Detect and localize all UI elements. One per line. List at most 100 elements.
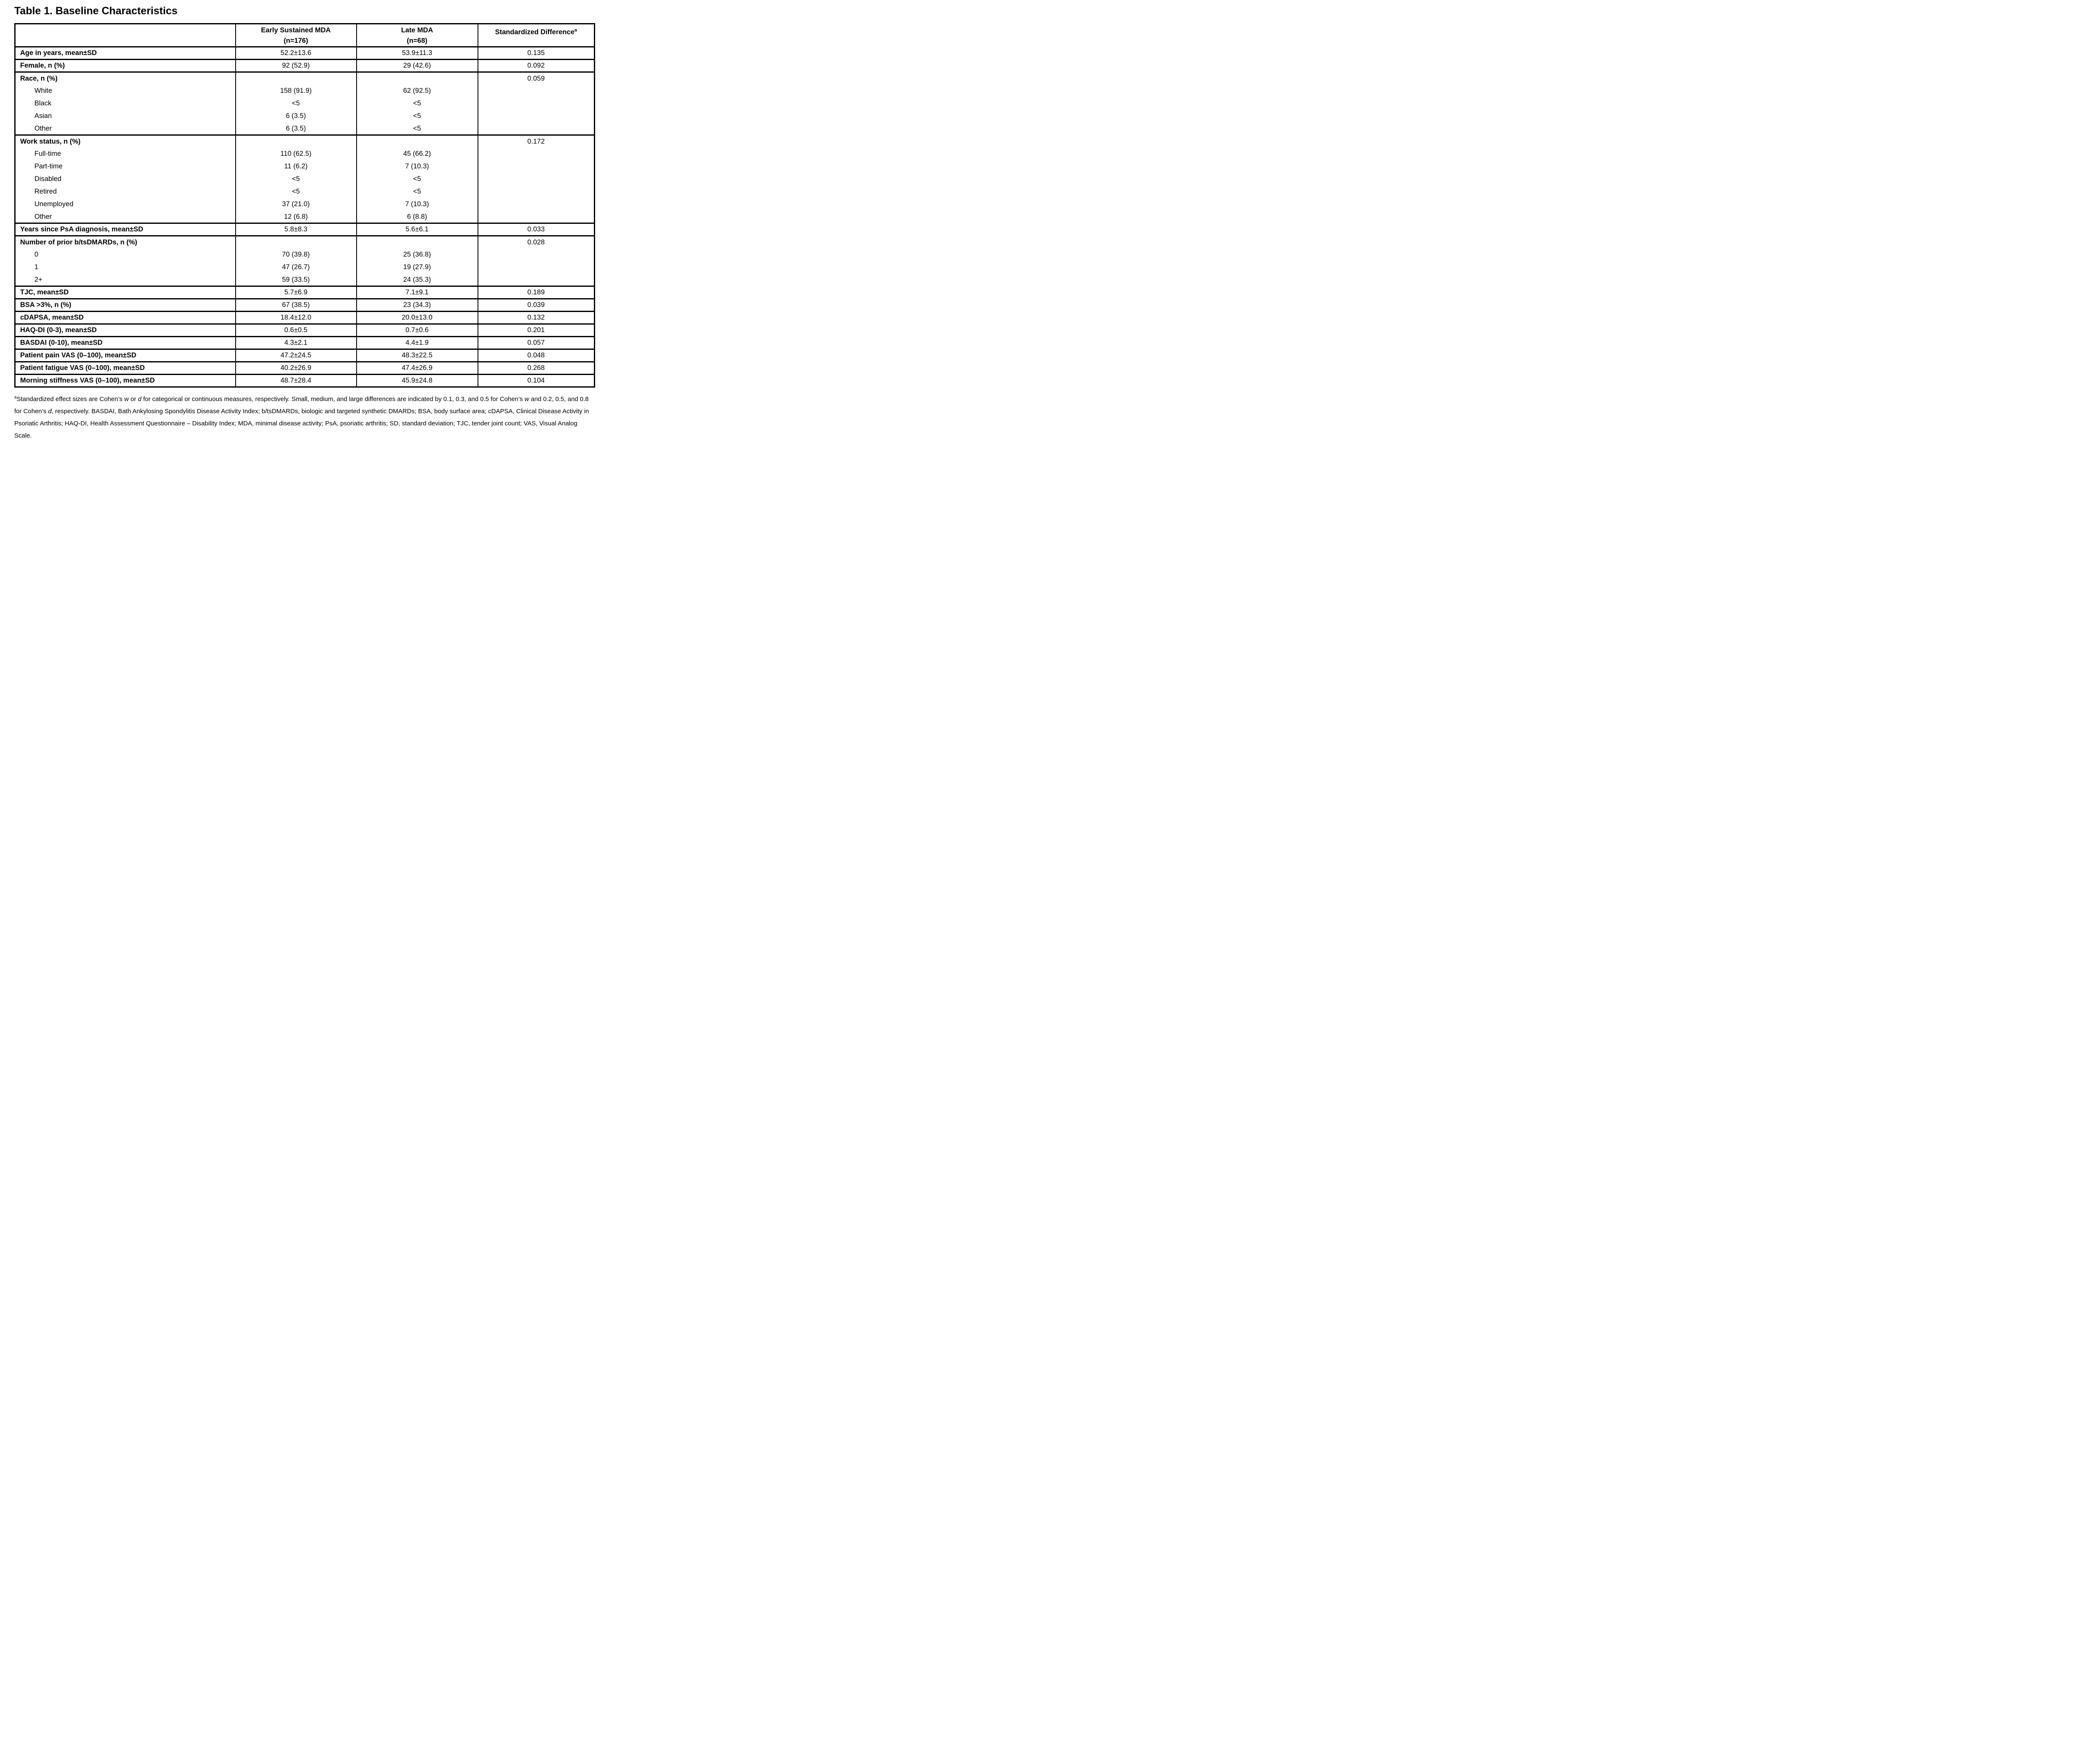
table-row: Disabled <5 <5: [15, 173, 595, 186]
footnote-segment: d: [48, 408, 52, 415]
cell-standardized-difference: 0.059: [477, 71, 595, 85]
row-label: Other: [34, 212, 52, 220]
row-label: cDAPSA, mean±SD: [15, 311, 236, 324]
row-label: Retired: [34, 188, 57, 196]
row-label: Patient pain VAS (0–100), mean±SD: [15, 349, 236, 362]
cell-late-mda: 45.9±24.8: [356, 374, 478, 387]
cell-standardized-difference: [477, 97, 595, 110]
table-row: cDAPSA, mean±SD 18.4±12.0 20.0±13.0 0.13…: [15, 311, 595, 324]
cell-early-mda: 6 (3.5): [235, 110, 357, 123]
row-label: 2+: [34, 275, 42, 283]
cell-early-mda: 18.4±12.0: [235, 311, 357, 324]
footnote-segment: for categorical or continuous measures, …: [141, 396, 525, 403]
row-label: Asian: [34, 112, 52, 120]
table-row: Age in years, mean±SD 52.2±13.6 53.9±11.…: [15, 46, 595, 60]
cell-late-mda: [356, 235, 478, 249]
table-row: Black <5 <5: [15, 97, 595, 110]
header-early-mda: Early Sustained MDA (n=176): [235, 24, 357, 47]
row-label: HAQ-DI (0-3), mean±SD: [15, 323, 236, 337]
table-row: Full-time 110 (62.5) 45 (66.2): [15, 147, 595, 160]
cell-standardized-difference: 0.104: [477, 374, 595, 387]
cell-late-mda: 29 (42.6): [356, 59, 478, 72]
cell-early-mda: 92 (52.9): [235, 59, 357, 72]
footnote-segment: d: [138, 396, 142, 403]
table-row: Work status, n (%) 0.172: [15, 134, 595, 148]
footnote-marker: a: [574, 28, 577, 33]
row-label: Full-time: [34, 150, 61, 158]
cell-early-mda: 40.2±26.9: [235, 361, 357, 375]
cell-early-mda: 67 (38.5): [235, 298, 357, 312]
cell-early-mda: 4.3±2.1: [235, 336, 357, 349]
row-label: 0: [34, 251, 39, 259]
cell-late-mda: 4.4±1.9: [356, 336, 478, 349]
cell-standardized-difference: 0.172: [477, 134, 595, 148]
cell-late-mda: 20.0±13.0: [356, 311, 478, 324]
header-late-mda-n: (n=68): [407, 37, 428, 45]
cell-standardized-difference: [477, 198, 595, 211]
table-row: Patient pain VAS (0–100), mean±SD 47.2±2…: [15, 349, 595, 362]
row-label: Number of prior b/tsDMARDs, n (%): [15, 235, 236, 249]
cell-late-mda: <5: [356, 185, 478, 198]
table-row: Patient fatigue VAS (0–100), mean±SD 40.…: [15, 361, 595, 375]
cell-late-mda: 25 (36.8): [356, 248, 478, 261]
header-row: Early Sustained MDA (n=176) Late MDA (n=…: [15, 24, 595, 47]
row-label: TJC, mean±SD: [15, 286, 236, 299]
cell-standardized-difference: 0.092: [477, 59, 595, 72]
cell-late-mda: <5: [356, 110, 478, 123]
table-row: Number of prior b/tsDMARDs, n (%) 0.028: [15, 235, 595, 249]
table-row: Asian 6 (3.5) <5: [15, 110, 595, 123]
row-label: Morning stiffness VAS (0–100), mean±SD: [15, 374, 236, 387]
cell-late-mda: <5: [356, 97, 478, 110]
cell-early-mda: 6 (3.5): [235, 122, 357, 135]
row-label: Years since PsA diagnosis, mean±SD: [15, 223, 236, 236]
cell-early-mda: [235, 71, 357, 85]
table-row: White 158 (91.9) 62 (92.5): [15, 84, 595, 97]
cell-late-mda: 19 (27.9): [356, 261, 478, 274]
table-row: Female, n (%) 92 (52.9) 29 (42.6) 0.092: [15, 59, 595, 72]
cell-early-mda: 48.7±28.4: [235, 374, 357, 387]
cell-late-mda: 23 (34.3): [356, 298, 478, 312]
footnote-segment: w: [524, 396, 529, 403]
table-row: Other 6 (3.5) <5: [15, 122, 595, 135]
cell-late-mda: 0.7±0.6: [356, 323, 478, 337]
table-body: Age in years, mean±SD 52.2±13.6 53.9±11.…: [15, 46, 595, 387]
cell-late-mda: 6 (8.8): [356, 210, 478, 223]
table-title: Table 1. Baseline Characteristics: [14, 5, 178, 17]
table-row: 0 70 (39.8) 25 (36.8): [15, 248, 595, 261]
row-label: 1: [34, 263, 39, 271]
footnote: aStandardized effect sizes are Cohen’s w…: [14, 391, 594, 442]
cell-early-mda: <5: [235, 173, 357, 186]
table-header: Early Sustained MDA (n=176) Late MDA (n=…: [15, 24, 595, 47]
table-row: Unemployed 37 (21.0) 7 (10.3): [15, 198, 595, 211]
cell-standardized-difference: [477, 273, 595, 286]
cell-standardized-difference: [477, 210, 595, 223]
header-early-mda-n: (n=176): [284, 37, 308, 45]
cell-late-mda: <5: [356, 173, 478, 186]
cell-standardized-difference: [477, 185, 595, 198]
table-row: Retired <5 <5: [15, 185, 595, 198]
footnote-segment: , respectively. BASDAI, Bath Ankylosing …: [14, 408, 589, 439]
cell-standardized-difference: 0.132: [477, 311, 595, 324]
footnote-segment: or: [129, 396, 138, 403]
cell-late-mda: [356, 134, 478, 148]
header-late-mda: Late MDA (n=68): [356, 24, 478, 47]
cell-standardized-difference: 0.189: [477, 286, 595, 299]
cell-early-mda: 37 (21.0): [235, 198, 357, 211]
table-row: 1 47 (26.7) 19 (27.9): [15, 261, 595, 274]
row-label: Black: [34, 100, 52, 108]
cell-early-mda: 52.2±13.6: [235, 46, 357, 60]
cell-early-mda: 110 (62.5): [235, 147, 357, 160]
header-late-mda-label: Late MDA: [401, 26, 433, 34]
cell-standardized-difference: [477, 160, 595, 173]
table-row: BSA >3%, n (%) 67 (38.5) 23 (34.3) 0.039: [15, 298, 595, 312]
header-early-mda-label: Early Sustained MDA: [261, 26, 331, 34]
cell-late-mda: 53.9±11.3: [356, 46, 478, 60]
table-row: HAQ-DI (0-3), mean±SD 0.6±0.5 0.7±0.6 0.…: [15, 323, 595, 337]
cell-late-mda: 7 (10.3): [356, 198, 478, 211]
cell-standardized-difference: 0.135: [477, 46, 595, 60]
document-page: Table 1. Baseline Characteristics Early …: [0, 0, 607, 442]
row-label: Female, n (%): [15, 59, 236, 72]
cell-standardized-difference: 0.039: [477, 298, 595, 312]
row-label: Other: [34, 124, 52, 132]
cell-late-mda: 62 (92.5): [356, 84, 478, 97]
